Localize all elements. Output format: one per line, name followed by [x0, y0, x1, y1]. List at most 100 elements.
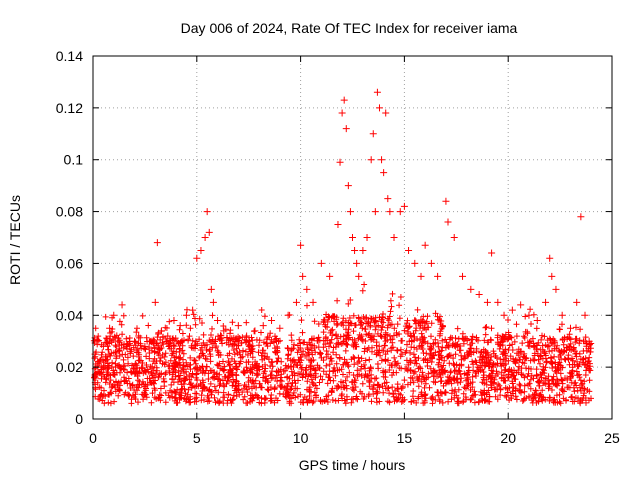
data-point [373, 88, 381, 96]
data-point [268, 316, 276, 324]
y-tick-label: 0.02 [56, 359, 83, 375]
data-point [525, 311, 533, 319]
data-point [338, 109, 346, 117]
data-point [459, 272, 467, 280]
data-point [147, 337, 155, 345]
data-point [97, 368, 105, 376]
data-point [577, 213, 585, 221]
data-point [548, 272, 556, 280]
data-point [384, 195, 392, 203]
background-marks [90, 281, 595, 407]
x-tick-label: 15 [397, 430, 413, 446]
data-point [546, 254, 554, 262]
data-point [581, 311, 589, 319]
data-point [533, 316, 541, 324]
data-point [158, 327, 166, 335]
data-point [369, 130, 377, 138]
x-axis: 0 5 10 15 20 25 [89, 56, 620, 446]
data-point [259, 322, 267, 330]
y-axis: 0 0.02 0.04 0.06 0.08 0.1 0.12 0.14 [56, 48, 612, 427]
data-point [118, 301, 126, 309]
data-point [126, 348, 134, 356]
data-point [326, 272, 334, 280]
data-point [201, 234, 209, 241]
data-point [234, 322, 242, 330]
data-point [508, 306, 516, 314]
x-tick-label: 25 [604, 430, 620, 446]
data-point [558, 311, 566, 319]
data-point [101, 353, 109, 361]
data-point [93, 337, 101, 345]
data-point [483, 298, 491, 306]
data-point [475, 291, 483, 299]
data-point [170, 316, 178, 324]
data-point [349, 234, 356, 241]
x-axis-label: GPS time / hours [299, 457, 406, 473]
data-point [251, 327, 259, 335]
data-point [106, 324, 114, 332]
data-point [209, 298, 217, 306]
x-tick-label: 10 [293, 430, 309, 446]
data-point [346, 208, 354, 216]
data-point [193, 254, 201, 262]
data-point [151, 298, 159, 306]
data-point [390, 234, 398, 241]
data-point [494, 298, 502, 306]
data-point [95, 358, 103, 366]
data-point [450, 234, 458, 241]
data-point [131, 337, 139, 345]
data-point [488, 249, 496, 257]
data-point [573, 298, 581, 306]
data-point [99, 342, 107, 350]
data-point [342, 125, 350, 133]
data-point [122, 342, 130, 350]
data-point [309, 298, 317, 306]
data-points [91, 88, 593, 376]
data-point [355, 272, 363, 280]
y-tick-label: 0.12 [56, 100, 83, 116]
data-point [205, 228, 213, 236]
data-point [336, 158, 344, 166]
data-point [585, 337, 593, 345]
data-point [153, 239, 161, 247]
data-point [378, 156, 386, 164]
y-tick-label: 0.1 [64, 152, 84, 168]
y-tick-label: 0.14 [56, 48, 83, 64]
data-point [297, 241, 305, 249]
data-point [566, 324, 574, 332]
x-tick-label: 5 [193, 430, 201, 446]
data-point [442, 197, 450, 205]
data-point [421, 241, 429, 249]
data-point [411, 259, 419, 267]
data-point [189, 306, 197, 314]
data-point [334, 221, 342, 229]
plot-frame [92, 55, 613, 420]
data-point [434, 272, 442, 280]
data-point [214, 316, 222, 324]
data-point [276, 324, 284, 332]
y-tick-label: 0 [75, 411, 83, 427]
data-point [382, 109, 390, 117]
data-point [400, 202, 408, 210]
data-point [367, 156, 375, 164]
data-point [363, 234, 371, 241]
data-point [386, 208, 394, 216]
data-point [517, 301, 525, 309]
data-point [226, 329, 234, 337]
data-point [303, 285, 311, 293]
data-point [110, 311, 118, 319]
data-point [176, 322, 184, 330]
data-point [396, 208, 404, 216]
data-point [243, 332, 251, 340]
data-point [197, 246, 205, 254]
data-point [135, 332, 143, 340]
data-point [317, 259, 325, 267]
data-point [417, 272, 425, 280]
data-point [114, 337, 122, 345]
data-point [500, 311, 508, 319]
x-tick-label: 20 [500, 430, 516, 446]
data-point [380, 169, 388, 177]
y-tick-label: 0.08 [56, 204, 83, 220]
data-point [299, 272, 307, 280]
data-point [371, 208, 379, 216]
